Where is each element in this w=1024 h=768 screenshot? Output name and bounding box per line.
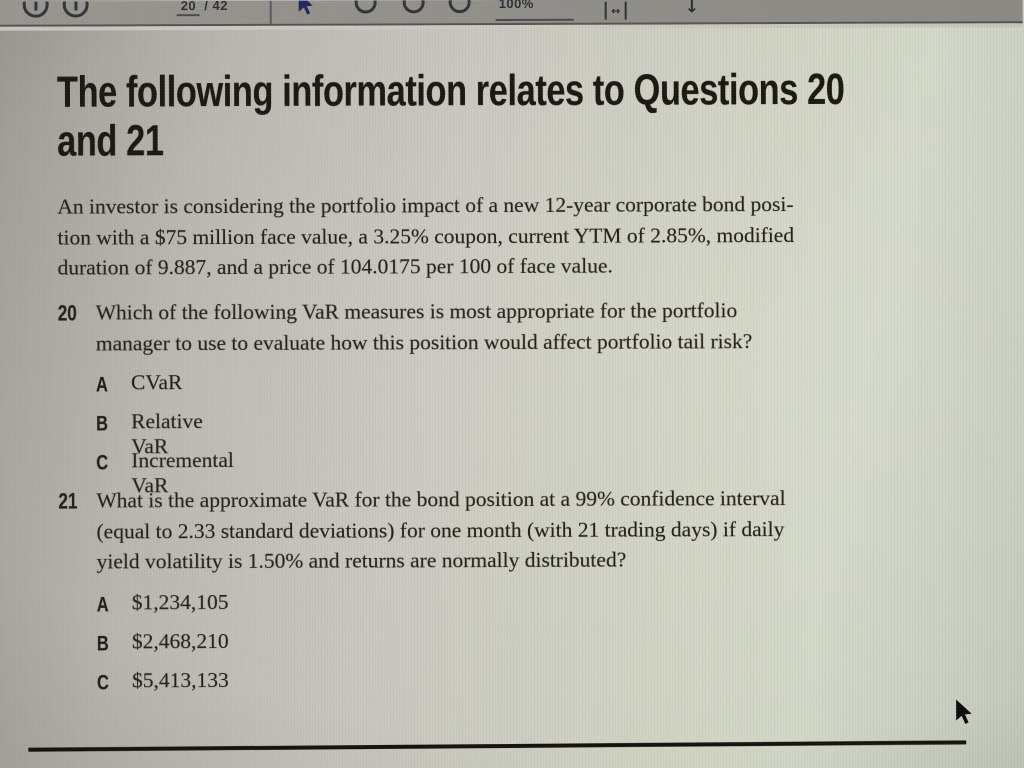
option-letter: A — [95, 373, 108, 397]
question-21-line: What is the approximate VaR for the bond… — [96, 486, 786, 513]
option-letter: B — [96, 412, 109, 436]
option-letter: A — [96, 593, 109, 617]
option-letter: C — [96, 451, 109, 475]
question-21-number: 21 — [58, 488, 78, 514]
mouse-cursor-icon — [956, 699, 972, 725]
question-21-line: yield volatility is 1.50% and returns ar… — [96, 547, 627, 574]
option-text: $1,234,105 — [131, 589, 229, 615]
option-text: CVaR — [130, 370, 183, 395]
option-letter: C — [97, 671, 109, 695]
intro-line: tion with a $75 million face value, a 3.… — [57, 222, 795, 250]
page-bottom-rule — [28, 740, 967, 752]
question-21: 21 What is the approximate VaR for the b… — [58, 482, 968, 577]
question-20: 20 Which of the following VaR measures i… — [58, 294, 968, 358]
option-text: $5,413,133 — [131, 667, 229, 693]
intro-line: duration of 9.887, and a price of 104.01… — [57, 253, 613, 280]
question-20-line: manager to use to evaluate how this posi… — [95, 328, 753, 355]
question-20-number: 20 — [57, 300, 77, 326]
intro-line: An investor is considering the portfolio… — [57, 192, 794, 219]
option-text: $2,468,210 — [131, 628, 229, 654]
section-title-line-1: The following information relates to Que… — [56, 64, 845, 117]
section-title: The following information relates to Que… — [57, 64, 1024, 166]
option-letter: B — [96, 632, 109, 656]
select-tool-icon[interactable] — [295, 0, 313, 18]
pdf-toolbar: 20 / 42 100% ↔ ↓ — [0, 0, 1023, 27]
question-21-line: (equal to 2.33 standard deviations) for … — [96, 516, 785, 543]
intro-paragraph: An investor is considering the portfolio… — [57, 188, 957, 283]
question-20-line: Which of the following VaR measures is m… — [95, 298, 738, 325]
section-title-line-2: and 21 — [57, 116, 164, 166]
